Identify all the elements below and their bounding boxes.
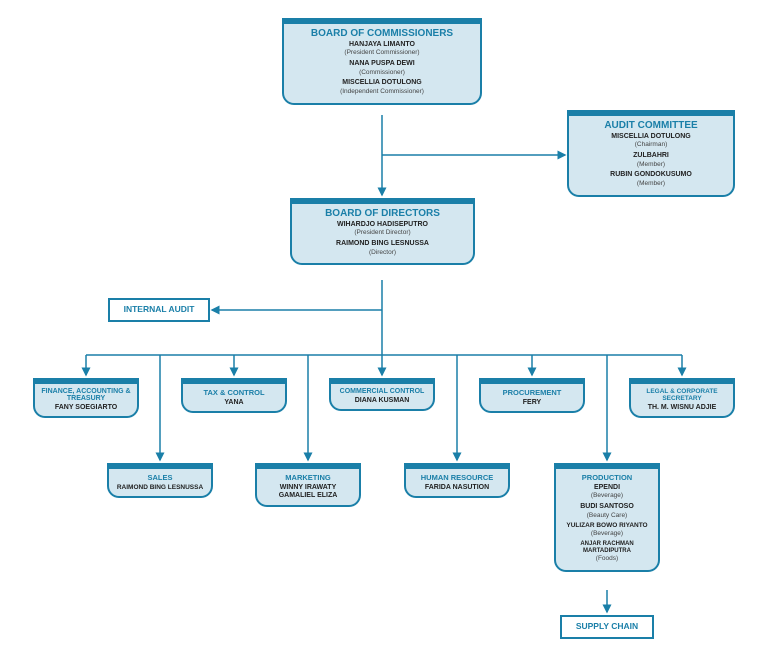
legal-box: LEGAL & CORPORATE SECRETARY TH. M. WISNU… bbox=[629, 378, 735, 418]
bod-title: BOARD OF DIRECTORS bbox=[298, 208, 467, 219]
procurement-box: PROCUREMENT FERY bbox=[479, 378, 585, 413]
sales-box: SALES RAIMOND BING LESNUSSA bbox=[107, 463, 213, 498]
internal-audit: INTERNAL AUDIT bbox=[108, 298, 210, 322]
commercial-box: COMMERCIAL CONTROL DIANA KUSMAN bbox=[329, 378, 435, 411]
board-of-commissioners: BOARD OF COMMISSIONERS HANJAYA LIMANTO (… bbox=[282, 18, 482, 105]
audit-title: AUDIT COMMITTEE bbox=[575, 120, 727, 131]
marketing-box: MARKETING WINNY IRAWATY GAMALIEL ELIZA bbox=[255, 463, 361, 507]
production-box: PRODUCTION EPENDI (Beverage) BUDI SANTOS… bbox=[554, 463, 660, 572]
hr-box: HUMAN RESOURCE FARIDA NASUTION bbox=[404, 463, 510, 498]
audit-committee: AUDIT COMMITTEE MISCELLIA DOTULONG (Chai… bbox=[567, 110, 735, 197]
tax-box: TAX & CONTROL YANA bbox=[181, 378, 287, 413]
finance-box: FINANCE, ACCOUNTING & TREASURY FANY SOEG… bbox=[33, 378, 139, 418]
boc-title: BOARD OF COMMISSIONERS bbox=[290, 28, 474, 39]
board-of-directors: BOARD OF DIRECTORS WIHARDJO HADISEPUTRO … bbox=[290, 198, 475, 265]
supply-chain: SUPPLY CHAIN bbox=[560, 615, 654, 639]
